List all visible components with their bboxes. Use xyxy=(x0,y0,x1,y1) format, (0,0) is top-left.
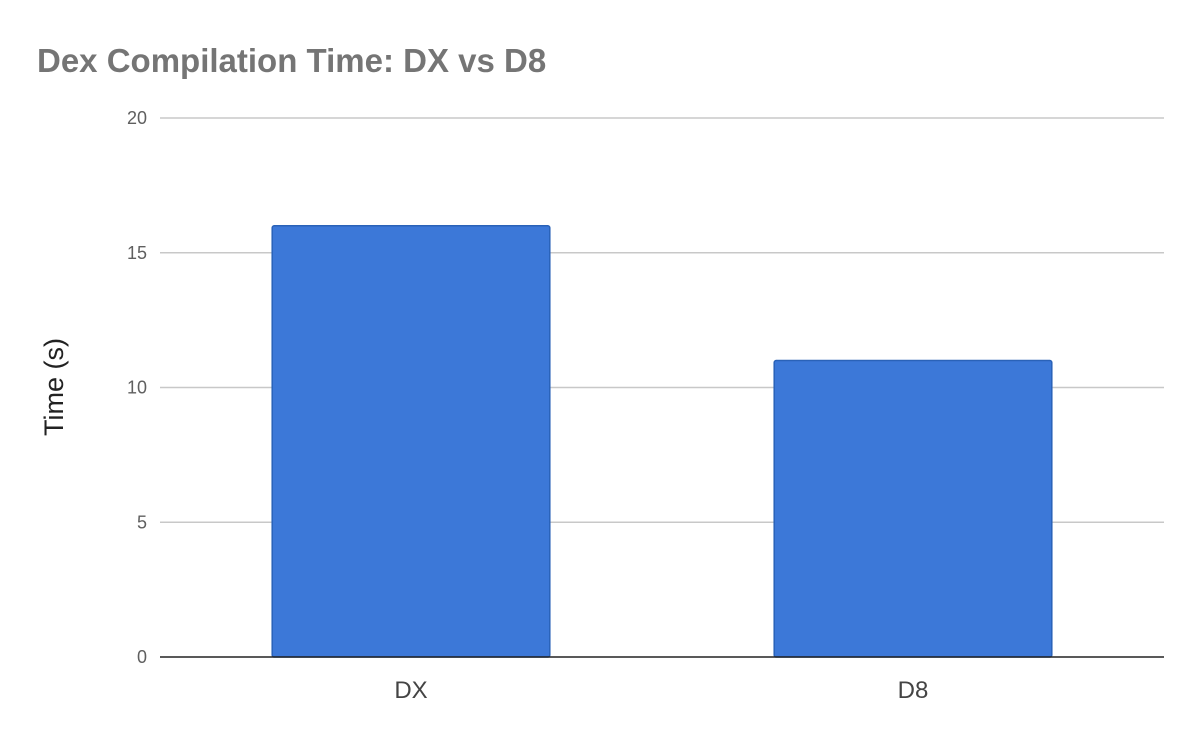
chart-title: Dex Compilation Time: DX vs D8 xyxy=(37,42,546,79)
y-tick-label: 15 xyxy=(127,243,147,263)
y-tick-label: 0 xyxy=(137,647,147,667)
bar-d8 xyxy=(773,359,1053,658)
y-axis-title: Time (s) xyxy=(39,338,69,436)
x-axis-categories: DX D8 xyxy=(394,677,928,704)
y-tick-label: 10 xyxy=(127,378,147,398)
bar-dx xyxy=(271,225,551,658)
bars xyxy=(160,225,1164,658)
y-tick-label: 20 xyxy=(127,108,147,128)
x-category-label: DX xyxy=(394,677,427,704)
y-axis-ticks: 0 5 10 15 20 xyxy=(127,108,147,667)
y-tick-label: 5 xyxy=(137,512,147,532)
x-category-label: D8 xyxy=(898,677,929,704)
